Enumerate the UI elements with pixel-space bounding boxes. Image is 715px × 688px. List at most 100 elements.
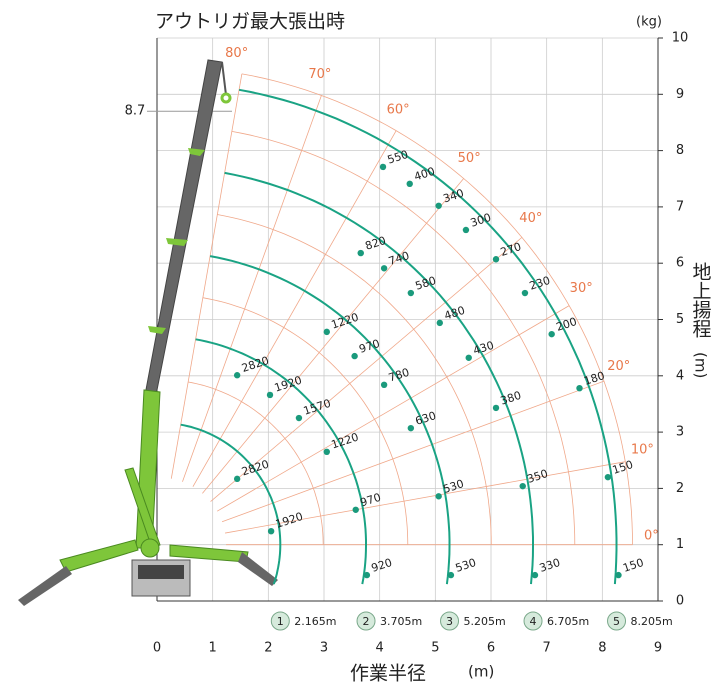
boom-number: 3 xyxy=(446,615,453,628)
y-tick-label: 7 xyxy=(676,199,684,214)
load-curve xyxy=(180,423,282,585)
load-label: 820 xyxy=(364,234,388,253)
load-label: 350 xyxy=(526,467,550,486)
angle-line xyxy=(224,461,626,534)
load-label: 430 xyxy=(472,339,496,358)
load-label: 400 xyxy=(413,165,437,184)
load-point xyxy=(604,473,612,481)
load-label: 180 xyxy=(582,369,606,388)
angle-label: 20° xyxy=(607,359,630,374)
load-label: 330 xyxy=(538,556,562,575)
load-curve xyxy=(224,171,534,585)
load-point xyxy=(352,506,359,513)
boom-badge xyxy=(356,611,376,631)
boom-number: 2 xyxy=(363,615,370,628)
load-point xyxy=(519,482,526,490)
angle-label: 30° xyxy=(570,281,593,296)
load-curve xyxy=(195,338,367,585)
load-label: 150 xyxy=(611,458,635,477)
load-point xyxy=(521,289,529,297)
load-label: 200 xyxy=(555,315,579,334)
x-tick-label: 4 xyxy=(376,641,384,656)
y-tick-label: 0 xyxy=(676,594,684,609)
angle-line xyxy=(192,130,397,487)
load-label: 270 xyxy=(499,240,523,259)
x-tick-label: 0 xyxy=(153,641,161,656)
angle-line xyxy=(210,237,523,502)
load-point xyxy=(406,180,413,188)
load-point xyxy=(435,202,442,209)
crane-illustration xyxy=(18,59,278,606)
y-axis-unit: (m) xyxy=(692,352,710,378)
x-tick-label: 7 xyxy=(543,641,551,656)
load-point xyxy=(436,319,443,327)
load-label: 380 xyxy=(499,389,523,408)
load-point xyxy=(615,571,622,579)
boom-badge xyxy=(270,611,290,631)
boom-badge xyxy=(607,611,627,631)
load-point xyxy=(435,493,442,500)
angle-label: 40° xyxy=(519,211,542,226)
load-point xyxy=(357,249,364,257)
boom-radius-label: 5.205m xyxy=(464,615,506,628)
angle-label: 0° xyxy=(644,529,659,544)
angle-line xyxy=(170,73,243,479)
angle-line xyxy=(182,95,322,482)
load-point xyxy=(380,381,388,389)
y-tick-label: 5 xyxy=(676,312,684,327)
load-label: 300 xyxy=(469,211,493,230)
x-axis-label: 作業半径 xyxy=(350,663,426,685)
boom-badge xyxy=(440,611,460,631)
load-label: 480 xyxy=(443,304,467,323)
angle-line xyxy=(202,178,464,494)
load-point xyxy=(363,571,371,579)
y-tick-label: 2 xyxy=(676,481,684,496)
angle-line xyxy=(221,380,605,523)
load-label: 150 xyxy=(621,556,645,575)
max-height-label: 8.7 xyxy=(125,104,146,119)
x-tick-label: 8 xyxy=(598,641,606,656)
angle-label: 50° xyxy=(458,151,481,166)
load-point xyxy=(267,527,275,535)
boom-radius-label: 2.165m xyxy=(294,615,336,628)
x-tick-label: 3 xyxy=(320,641,328,656)
load-point xyxy=(407,289,415,297)
chart-title: アウトリガ最大張出時 xyxy=(155,11,345,33)
y-tick-label: 9 xyxy=(676,87,684,102)
y-tick-label: 8 xyxy=(676,143,684,158)
load-curve xyxy=(209,255,451,585)
angle-label: 70° xyxy=(308,67,331,82)
y-tick-label: 10 xyxy=(672,31,689,46)
load-label: 580 xyxy=(414,274,438,293)
angle-line xyxy=(216,305,570,512)
load-label: 550 xyxy=(386,148,410,167)
boom-number: 5 xyxy=(613,615,620,628)
boom-radius-label: 8.205m xyxy=(631,615,673,628)
load-label: 970 xyxy=(357,337,381,356)
load-label: 230 xyxy=(528,274,552,293)
load-label: 340 xyxy=(442,187,466,206)
load-curve xyxy=(238,88,618,585)
load-point xyxy=(380,265,388,272)
load-label: 530 xyxy=(454,556,478,575)
load-label: 780 xyxy=(387,366,411,385)
load-point xyxy=(407,424,415,432)
boom-badge xyxy=(523,611,543,631)
unit-label: (kg) xyxy=(636,15,662,30)
angle-label: 10° xyxy=(631,442,654,457)
load-point xyxy=(351,352,358,360)
load-label: 970 xyxy=(359,491,383,510)
boom-radius-label: 3.705m xyxy=(380,615,422,628)
y-axis-label: 地上揚程 xyxy=(690,262,712,338)
x-tick-label: 6 xyxy=(487,641,495,656)
load-point xyxy=(447,571,455,579)
grid xyxy=(147,37,663,602)
load-label: 920 xyxy=(370,556,394,575)
load-point xyxy=(295,414,303,422)
y-tick-label: 1 xyxy=(676,537,684,552)
load-point xyxy=(576,384,583,392)
load-point xyxy=(465,354,472,361)
x-tick-label: 5 xyxy=(431,641,439,656)
